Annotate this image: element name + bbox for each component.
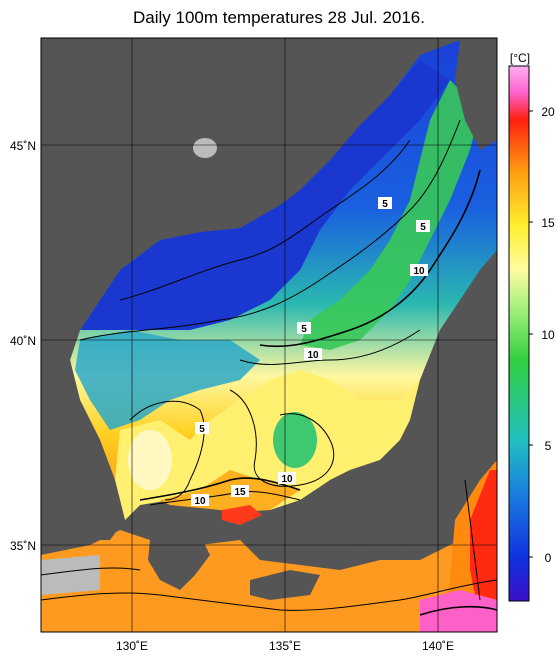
contour-label-text: 5 [420, 222, 426, 233]
no-data-area [41, 555, 100, 595]
teal-water-region [75, 330, 260, 430]
contour-label: 5 [416, 220, 430, 233]
contour-label-text: 10 [194, 496, 206, 507]
colorbar-ticks [529, 110, 533, 558]
contour-label-text: 5 [382, 199, 388, 210]
map-title: Daily 100m temperatures 28 Jul. 2016. [133, 8, 425, 27]
colorbar-unit: [°C] [510, 51, 530, 65]
hokkaido [455, 40, 497, 150]
lat-label-40n: 40˚N [10, 334, 36, 348]
contour-label-text: 15 [234, 487, 246, 498]
isotherm-contours [41, 119, 497, 616]
contour-label: 10 [410, 264, 428, 277]
colorbar [508, 65, 530, 602]
contour-label-text: 5 [199, 424, 205, 435]
japan-honshu [245, 250, 497, 560]
colorbar-tick-label: 10 [541, 328, 555, 342]
lon-label-135e: 135˚E [269, 639, 301, 653]
colorbar-tick-label: 20 [541, 105, 555, 119]
map-frame [40, 37, 498, 633]
contour-label: 5 [195, 422, 209, 435]
lat-label-45n: 45˚N [10, 139, 36, 153]
warm-water-region [115, 370, 420, 520]
colorbar-tick-label: 15 [541, 216, 555, 230]
contour-label: 5 [378, 197, 392, 210]
pale-yellow-eddy [128, 430, 172, 490]
hot-water-spot [222, 505, 262, 525]
colorbar-tick-label: 5 [545, 439, 552, 453]
pacific-magenta-core [420, 590, 497, 632]
lon-label-140e: 140˚E [422, 639, 454, 653]
contour-label: 10 [191, 494, 209, 507]
contour-label-text: 10 [281, 474, 293, 485]
lat-lon-grid [41, 38, 497, 632]
asian-mainland [41, 38, 420, 300]
cold-water-region [80, 60, 450, 330]
green-water-band [300, 80, 480, 350]
lon-label-130e: 130˚E [116, 639, 148, 653]
contour-label: 15 [231, 485, 249, 498]
lat-label-35n: 35˚N [10, 539, 36, 553]
korean-peninsula [41, 270, 125, 540]
contour-label-text: 10 [413, 266, 425, 277]
contour-labels: 5 5 10 5 10 5 10 10 15 [191, 197, 430, 507]
contour-label: 10 [304, 348, 322, 361]
contour-label: 5 [297, 322, 311, 335]
contour-label-text: 10 [307, 350, 319, 361]
contour-label-text: 5 [301, 324, 307, 335]
colorbar-tick-label: 0 [545, 551, 552, 565]
lake-khanka [193, 138, 217, 158]
contour-label: 10 [278, 472, 296, 485]
pale-green-eddy [273, 412, 317, 468]
